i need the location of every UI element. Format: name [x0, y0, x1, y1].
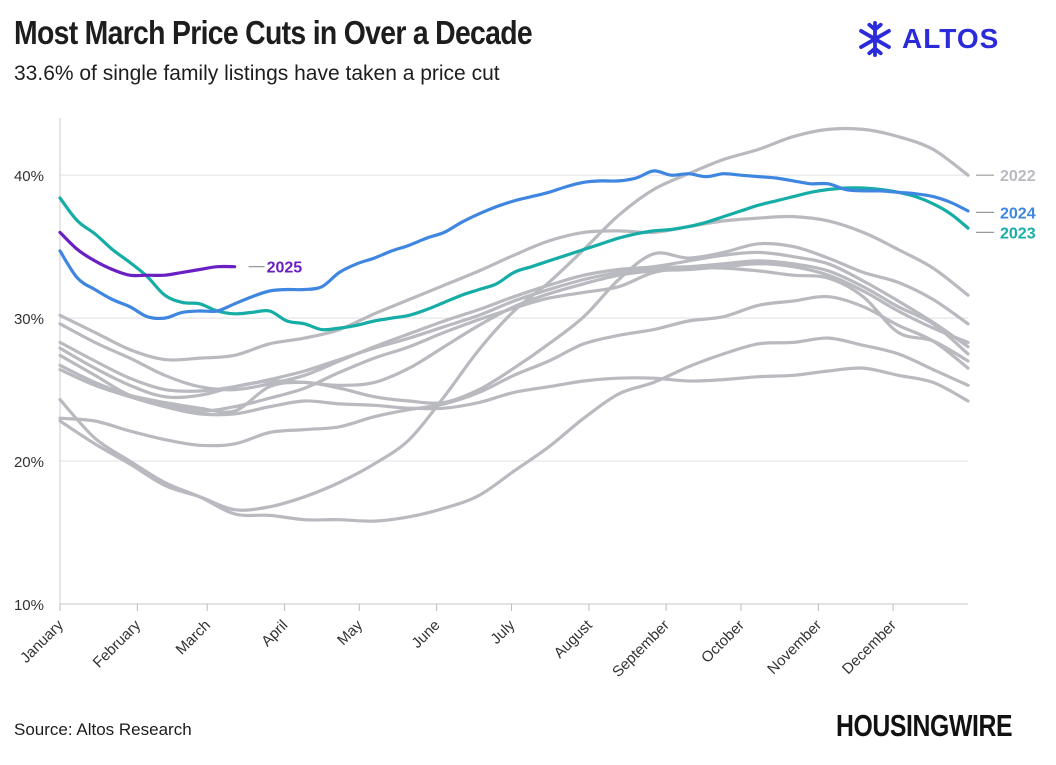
- x-tick-label: March: [173, 617, 214, 658]
- x-tick-label: April: [258, 617, 291, 650]
- series-line: [58, 366, 970, 417]
- chart-subtitle: 33.6% of single family listings have tak…: [14, 62, 500, 85]
- series-line: [58, 262, 970, 400]
- x-tick-label: November: [764, 617, 825, 678]
- altos-logo: ALTOS: [856, 20, 999, 58]
- x-tick-label: December: [839, 617, 900, 678]
- series-line: [58, 294, 970, 448]
- x-tick-label: July: [487, 616, 518, 647]
- series-line-2024: [58, 169, 970, 321]
- x-tick-label: October: [698, 617, 748, 667]
- series-end-label: 2022: [1000, 168, 1036, 185]
- series-line: [58, 250, 970, 392]
- series-line: [58, 241, 970, 414]
- logo-text: ALTOS: [902, 23, 1000, 54]
- series-line-2023: [58, 186, 970, 332]
- series-end-label: 2023: [1000, 225, 1036, 242]
- chart-title: Most March Price Cuts in Over a Decade: [14, 14, 533, 51]
- series-line-2025: [58, 230, 237, 278]
- y-tick-label: 30%: [14, 311, 44, 328]
- x-tick-label: January: [17, 616, 67, 666]
- y-tick-label: 40%: [14, 168, 44, 185]
- series-end-label: 2025: [267, 260, 303, 277]
- housingwire-logo: HOUSINGWIRE: [836, 708, 1013, 743]
- y-tick-label: 20%: [14, 454, 44, 471]
- series-line: [58, 214, 970, 362]
- x-tick-label: August: [551, 616, 597, 662]
- series-line: [58, 259, 970, 393]
- line-chart: 10% 20% 30% 40% January February March April May…: [14, 118, 1036, 681]
- y-tick-label: 10%: [14, 597, 44, 614]
- snowflake-logo-icon: [859, 20, 891, 58]
- source-note: Source: Altos Research: [14, 720, 192, 739]
- series-line: [58, 336, 970, 523]
- x-tick-label: May: [334, 616, 366, 648]
- x-tick-label: February: [90, 616, 145, 671]
- x-tick-label: September: [609, 617, 673, 681]
- x-tick-label: June: [408, 617, 443, 652]
- series-end-label: 2024: [1000, 205, 1036, 222]
